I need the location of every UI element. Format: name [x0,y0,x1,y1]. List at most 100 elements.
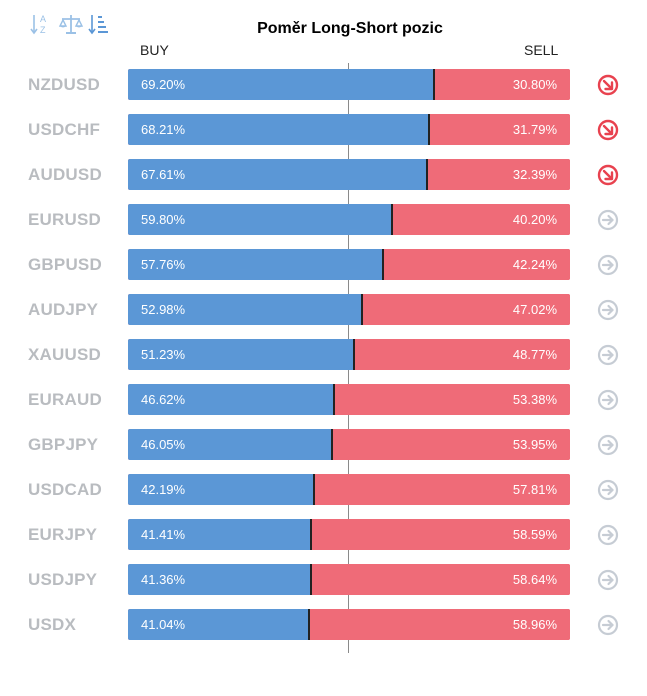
table-row[interactable]: USDX 41.04% 58.96% [0,609,647,654]
buy-bar [128,474,315,505]
buy-value-label: 41.36% [141,572,186,587]
table-row[interactable]: USDCHF 68.21% 31.79% [0,114,647,159]
ratio-divider [391,204,394,235]
symbol-label: XAUUSD [28,345,101,364]
sell-bar [314,474,570,505]
ratio-bar: 69.20% 30.80% [128,69,570,100]
sell-bar [383,249,570,280]
buy-value-label: 69.20% [141,77,186,92]
table-row[interactable]: USDCAD 42.19% 57.81% [0,474,647,519]
buy-bar [128,609,310,640]
table-row[interactable]: XAUUSD 51.23% 48.77% [0,339,647,384]
sort-alpha-icon[interactable]: A Z [30,12,56,36]
sell-value-label: 48.77% [512,347,557,362]
ratio-divider [308,609,311,640]
buy-bar [128,384,335,415]
table-row[interactable]: AUDUSD 67.61% 32.39% [0,159,647,204]
table-row[interactable]: AUDJPY 52.98% 47.02% [0,294,647,339]
buy-bar [128,564,311,595]
ratio-bar: 46.62% 53.38% [128,384,570,415]
sell-bar [310,564,570,595]
ratio-divider [309,564,312,595]
table-row[interactable]: EURJPY 41.41% 58.59% [0,519,647,564]
buy-value-label: 42.19% [141,482,186,497]
table-row[interactable]: NZDUSD 69.20% 30.80% [0,69,647,114]
right-arrow-icon[interactable] [597,614,619,636]
ratio-bar: 41.41% 58.59% [128,519,570,550]
buy-bar [128,249,384,280]
svg-text:A: A [40,14,46,24]
buy-value-label: 51.23% [141,347,186,362]
buy-value-label: 68.21% [141,122,186,137]
balance-scale-icon[interactable] [58,12,84,36]
ratio-bar: 67.61% 32.39% [128,159,570,190]
right-arrow-icon[interactable] [597,389,619,411]
symbol-label: USDJPY [28,570,98,589]
buy-value-label: 46.62% [141,392,186,407]
down-right-arrow-icon[interactable] [597,119,619,141]
buy-value-label: 52.98% [141,302,186,317]
table-row[interactable]: EURAUD 46.62% 53.38% [0,384,647,429]
table-row[interactable]: USDJPY 41.36% 58.64% [0,564,647,609]
right-arrow-icon[interactable] [597,299,619,321]
ratio-divider [361,294,364,325]
right-arrow-icon[interactable] [597,479,619,501]
chart-title: Poměr Long-Short pozic [257,20,443,37]
right-arrow-icon[interactable] [597,209,619,231]
ratio-bar: 41.36% 58.64% [128,564,570,595]
sell-value-label: 53.38% [512,392,557,407]
ratio-bar: 42.19% 57.81% [128,474,570,505]
symbol-label: USDCHF [28,120,101,139]
buy-value-label: 59.80% [141,212,186,227]
sell-bar [311,519,570,550]
right-arrow-icon[interactable] [597,344,619,366]
symbol-label: EURAUD [28,390,102,409]
right-arrow-icon[interactable] [597,254,619,276]
sell-bar [354,339,570,370]
ratio-divider [330,429,333,460]
ratio-bar: 59.80% 40.20% [128,204,570,235]
right-arrow-icon[interactable] [597,569,619,591]
svg-text:Z: Z [40,25,46,35]
buy-bar [128,339,355,370]
right-arrow-icon[interactable] [597,434,619,456]
buy-bar [128,429,332,460]
buy-value-label: 41.41% [141,527,186,542]
sort-numeric-icon[interactable] [88,12,114,36]
buy-header: BUY [140,42,169,58]
buy-value-label: 46.05% [141,437,186,452]
ratio-divider [353,339,356,370]
symbol-label: AUDUSD [28,165,102,184]
buy-bar [128,114,430,145]
down-right-arrow-icon[interactable] [597,164,619,186]
ratio-bar: 46.05% 53.95% [128,429,570,460]
sell-bar [426,159,570,190]
ratio-divider [432,69,435,100]
ratio-divider [428,114,431,145]
ratio-bar: 68.21% 31.79% [128,114,570,145]
buy-bar [128,294,363,325]
right-arrow-icon[interactable] [597,524,619,546]
table-row[interactable]: GBPUSD 57.76% 42.24% [0,249,647,294]
ratio-bar: 57.76% 42.24% [128,249,570,280]
down-right-arrow-icon[interactable] [597,74,619,96]
sell-value-label: 40.20% [512,212,557,227]
buy-value-label: 57.76% [141,257,186,272]
table-row[interactable]: GBPJPY 46.05% 53.95% [0,429,647,474]
symbol-label: GBPUSD [28,255,102,274]
sell-value-label: 47.02% [512,302,557,317]
ratio-divider [310,519,313,550]
sell-bar [362,294,570,325]
ratio-divider [425,159,428,190]
symbol-label: AUDJPY [28,300,99,319]
sell-bar [309,609,570,640]
symbol-label: EURJPY [28,525,98,544]
sell-bar [433,69,570,100]
sell-bar [331,429,570,460]
sell-value-label: 58.96% [512,617,557,632]
symbol-label: USDCAD [28,480,102,499]
sell-bar [429,114,570,145]
table-row[interactable]: EURUSD 59.80% 40.20% [0,204,647,249]
sell-value-label: 58.59% [512,527,557,542]
